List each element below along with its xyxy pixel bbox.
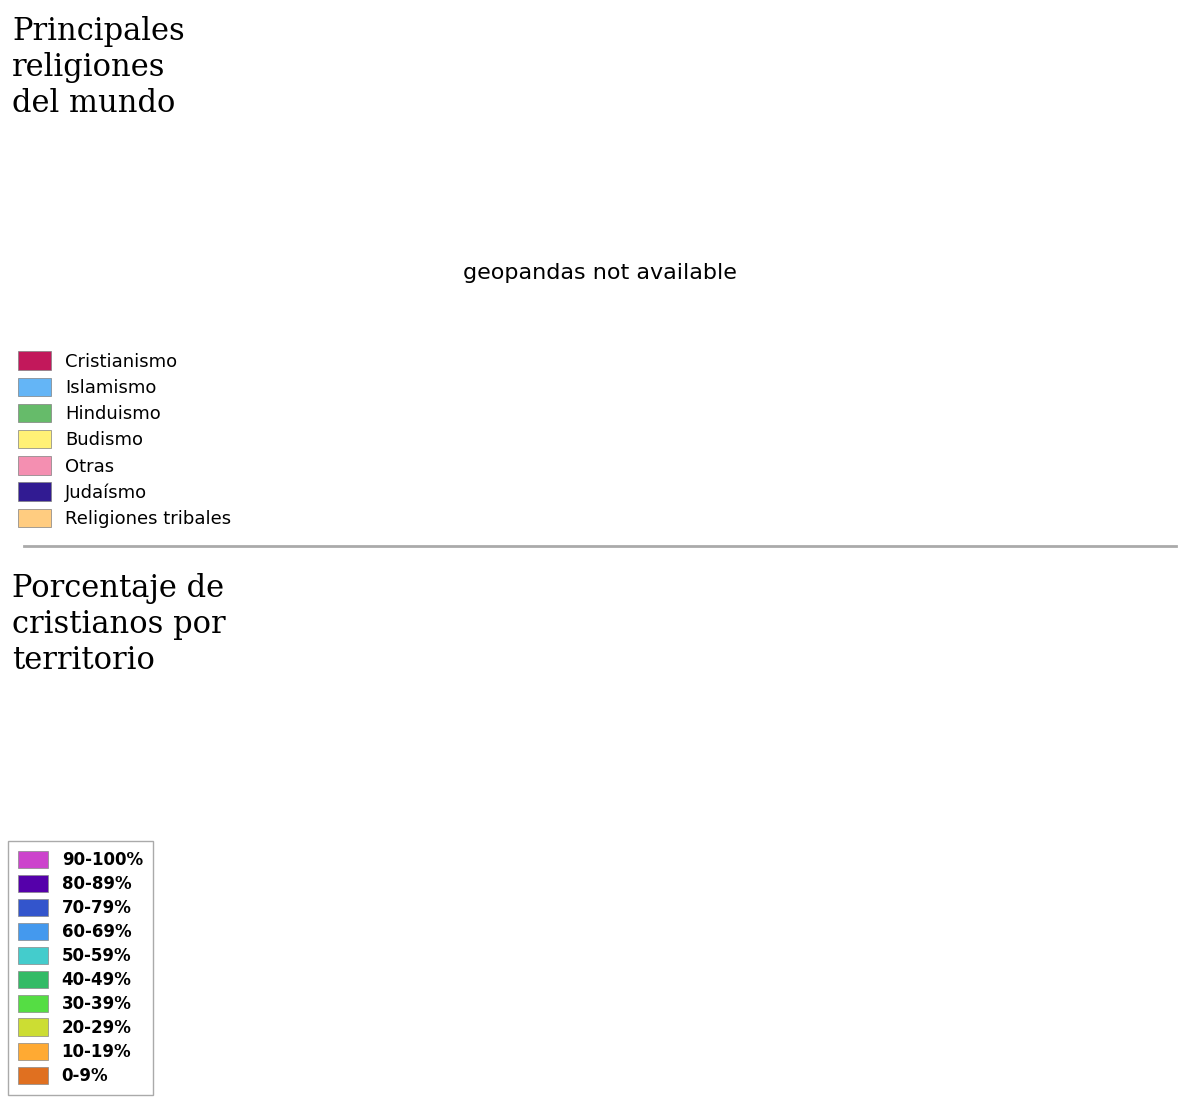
- Legend: Cristianismo, Islamismo, Hinduismo, Budismo, Otras, Judaísmo, Religiones tribale: Cristianismo, Islamismo, Hinduismo, Budi…: [10, 342, 240, 537]
- Legend: 90-100%, 80-89%, 70-79%, 60-69%, 50-59%, 40-49%, 30-39%, 20-29%, 10-19%, 0-9%: 90-100%, 80-89%, 70-79%, 60-69%, 50-59%,…: [8, 840, 152, 1094]
- Text: Principales
religiones
del mundo: Principales religiones del mundo: [12, 17, 185, 119]
- Text: geopandas not available: geopandas not available: [463, 263, 737, 283]
- Text: Porcentaje de
cristianos por
territorio: Porcentaje de cristianos por territorio: [12, 574, 226, 676]
